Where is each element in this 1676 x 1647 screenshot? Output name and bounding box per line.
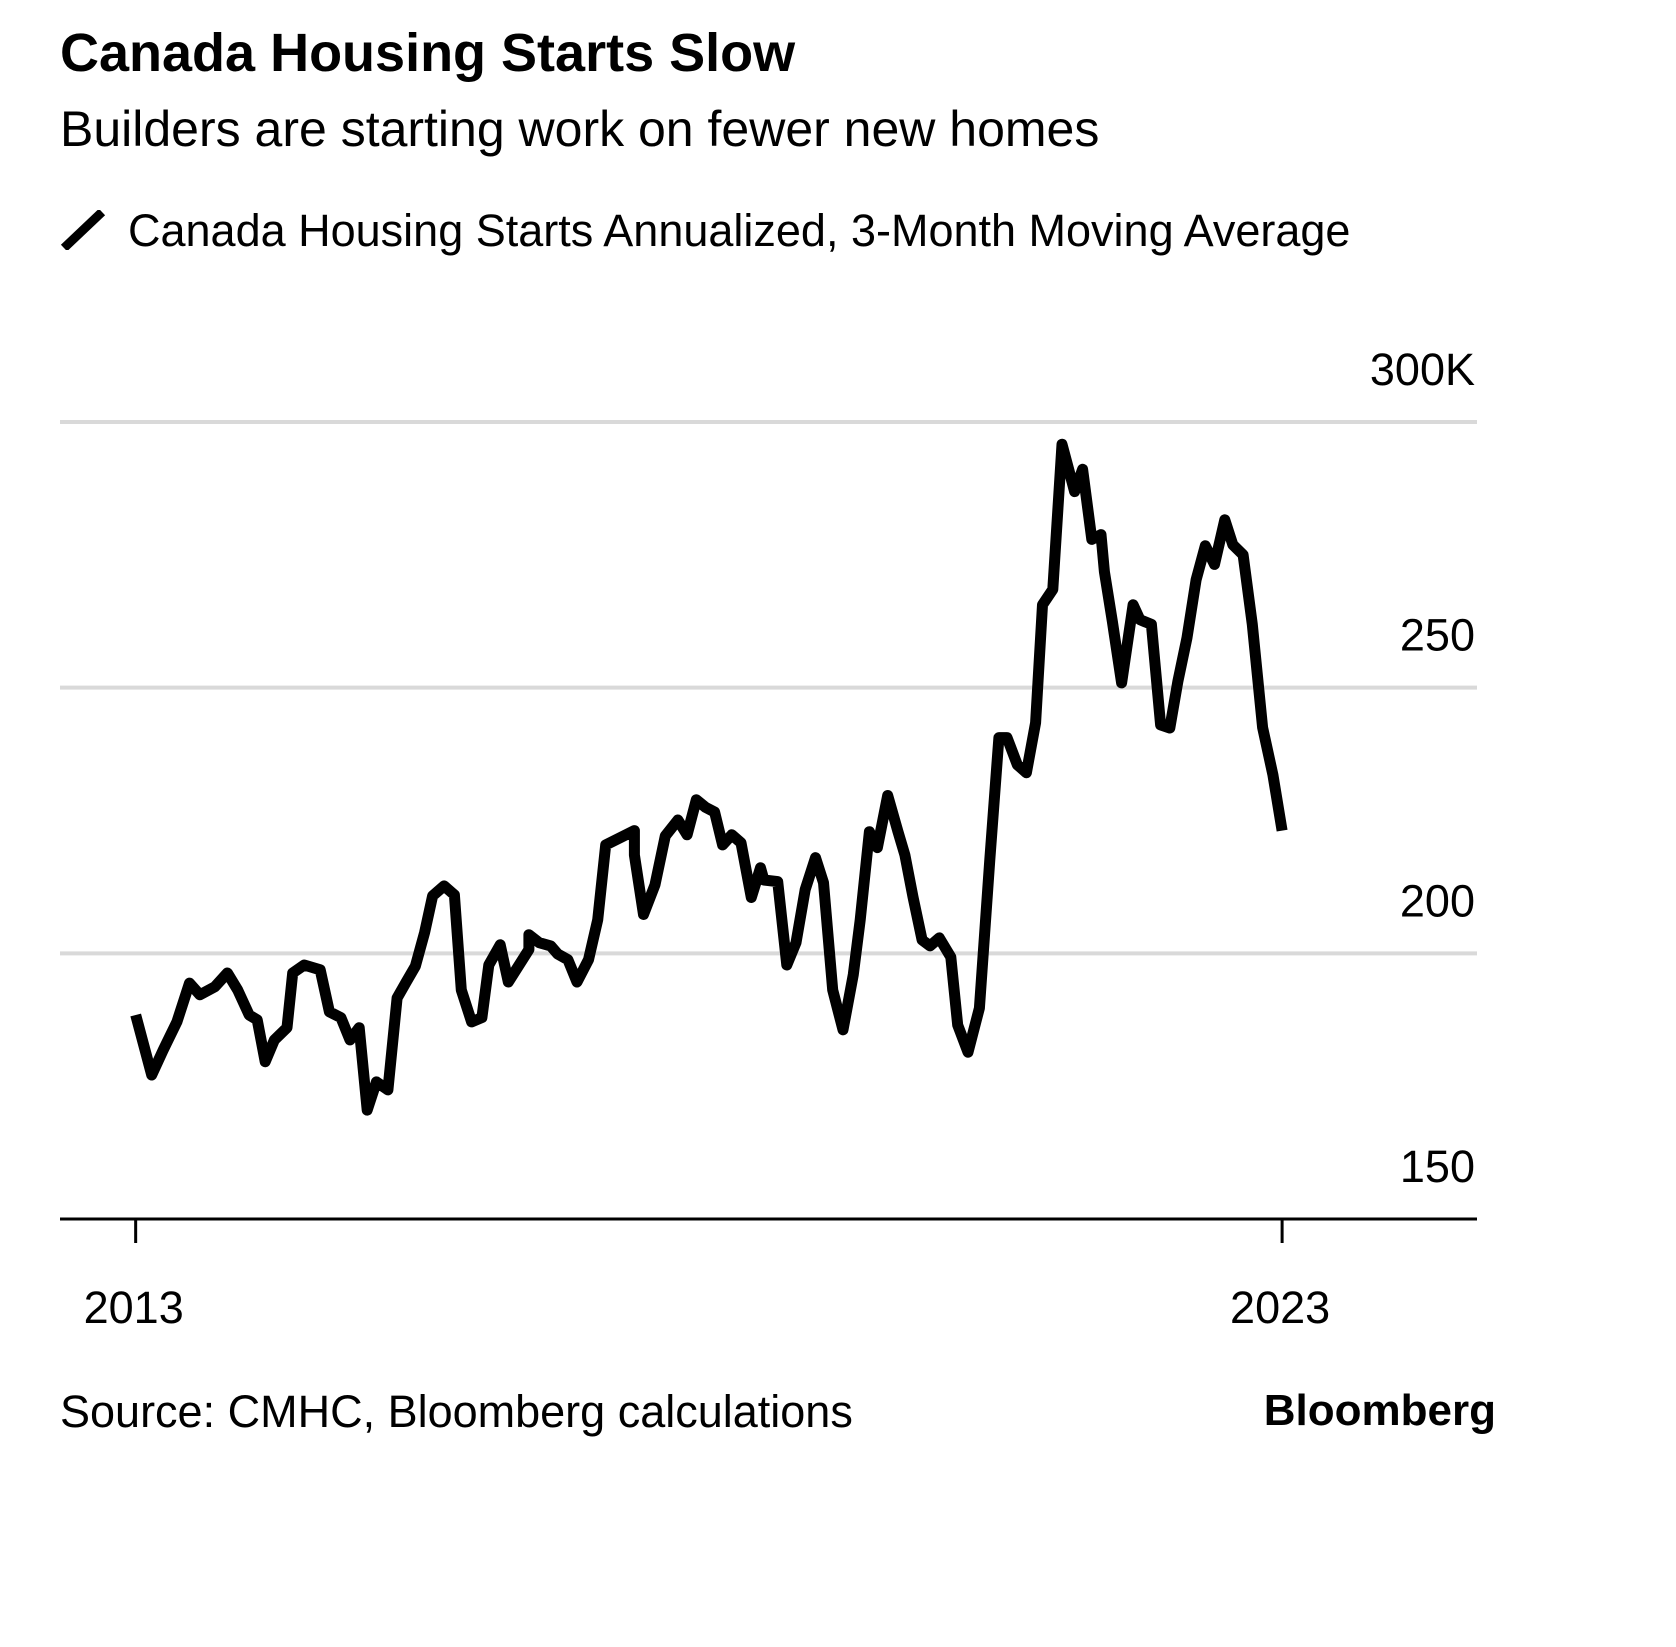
y-tick-label: 250 [1400,610,1475,661]
y-tick-label: 200 [1400,875,1475,926]
x-tick-label: 2013 [84,1282,184,1333]
data-line [130,438,1288,1116]
source: Source: CMHC, Bloomberg calculations [60,1386,853,1437]
x-tick-label: 2023 [1230,1282,1330,1333]
chart-title: Canada Housing Starts Slow [60,23,796,83]
chart-subtitle: Builders are starting work on fewer new … [60,101,1100,157]
y-tick-label: 150 [1400,1141,1475,1192]
legend-swatch-icon [60,208,106,252]
y-tick-label: 300K [1370,344,1475,395]
legend-label: Canada Housing Starts Annualized, 3-Mont… [128,205,1351,256]
legend: Canada Housing Starts Annualized, 3-Mont… [60,198,1368,264]
legend-swatch-line [60,208,106,252]
brand: Bloomberg [1263,1386,1496,1435]
legend-swatch [60,202,128,252]
